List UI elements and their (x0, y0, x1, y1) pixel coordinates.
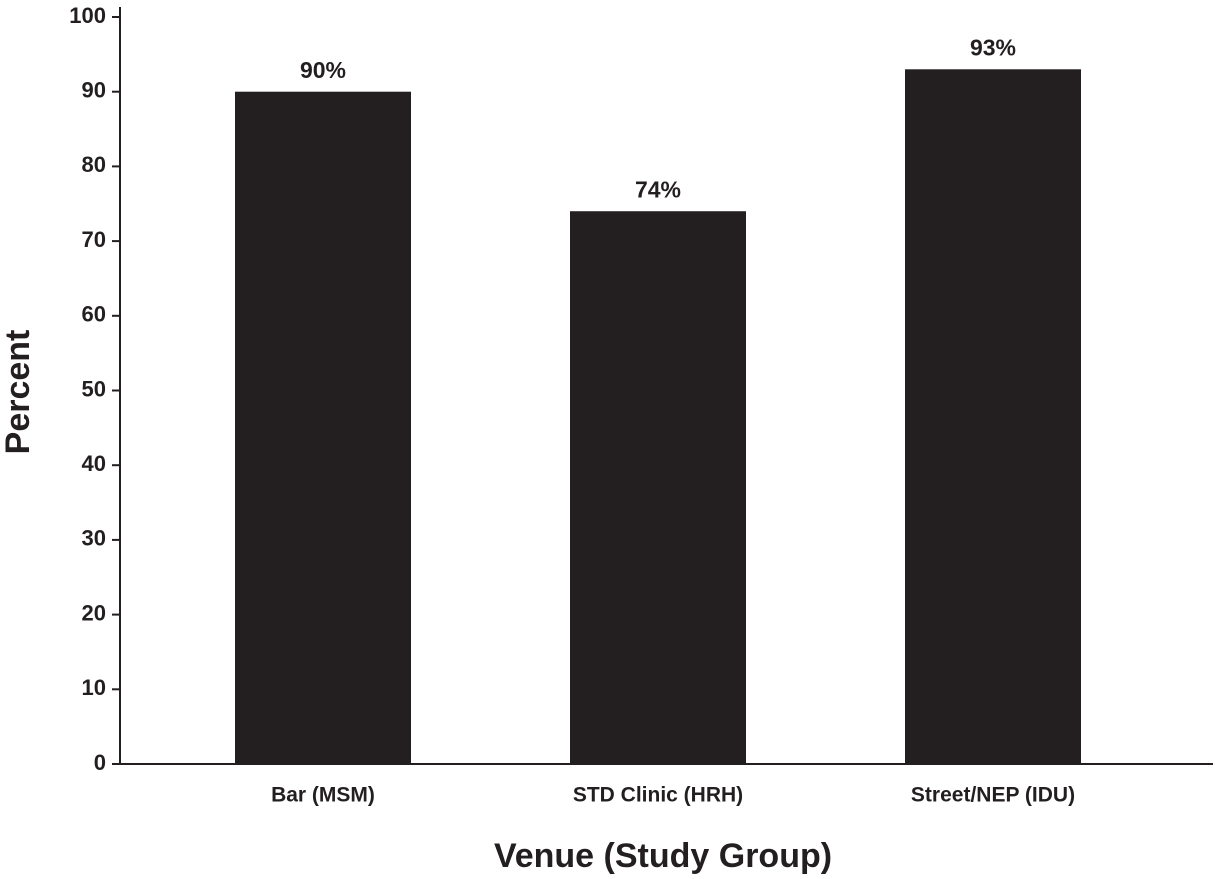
y-tick-label: 70 (82, 227, 106, 252)
y-tick-label: 90 (82, 78, 106, 103)
value-label: 74% (635, 176, 681, 202)
y-tick-label: 30 (82, 526, 106, 551)
bar (570, 211, 746, 765)
y-axis-title: Percent (0, 330, 37, 455)
y-tick-label: 0 (94, 750, 106, 775)
value-label: 93% (970, 34, 1016, 60)
bar (235, 91, 411, 764)
y-tick-label: 80 (82, 152, 106, 177)
y-tick-label: 40 (82, 451, 106, 476)
y-tick-label: 50 (82, 376, 106, 401)
x-tick-label: Street/NEP (IDU) (911, 784, 1075, 807)
y-tick-label: 100 (69, 3, 106, 28)
x-tick-label: Bar (MSM) (271, 784, 375, 807)
y-tick-label: 10 (82, 675, 106, 700)
y-tick-label: 20 (82, 600, 106, 625)
x-axis-title: Venue (Study Group) (494, 837, 832, 875)
value-label: 90% (300, 57, 346, 83)
bar (905, 69, 1081, 765)
x-tick-label: STD Clinic (HRH) (573, 784, 743, 807)
y-tick-label: 60 (82, 302, 106, 327)
